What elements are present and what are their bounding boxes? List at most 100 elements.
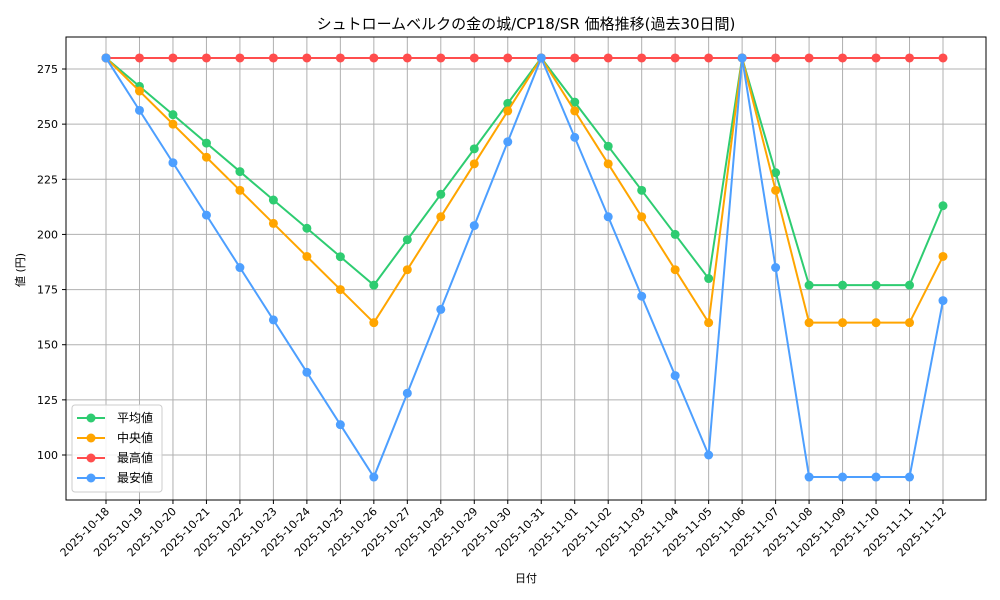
legend-item: 最安値	[77, 470, 153, 485]
y-axis-ticks: 100 125 150 175 200 225 250 275	[37, 63, 66, 462]
legend-item: 最高値	[77, 450, 153, 465]
y-tick-label: 200	[37, 228, 58, 241]
data-point-marker	[771, 263, 781, 273]
data-point-marker	[804, 280, 814, 290]
data-point-marker	[235, 185, 245, 195]
series-最安値	[101, 53, 948, 482]
data-point-marker	[838, 318, 848, 328]
data-point-marker	[436, 304, 446, 314]
data-point-marker	[938, 53, 948, 63]
data-point-marker	[134, 53, 144, 63]
data-point-marker	[871, 53, 881, 63]
data-point-marker	[369, 53, 379, 63]
y-tick-label: 225	[37, 173, 58, 186]
legend-swatch-marker	[86, 473, 96, 483]
y-tick-label: 125	[37, 394, 58, 407]
data-point-marker	[235, 53, 245, 63]
data-point-marker	[402, 265, 412, 275]
data-point-marker	[603, 159, 613, 169]
data-point-marker	[804, 318, 814, 328]
data-point-marker	[335, 285, 345, 295]
data-point-marker	[637, 53, 647, 63]
data-point-marker	[168, 110, 178, 120]
chart-title: シュトロームベルクの金の城/CP18/SR 価格推移(過去30日間)	[317, 15, 736, 33]
data-point-marker	[804, 53, 814, 63]
data-point-marker	[201, 152, 211, 162]
data-point-marker	[871, 318, 881, 328]
data-point-marker	[704, 450, 714, 460]
y-tick-label: 275	[37, 63, 58, 76]
legend-item: 平均値	[77, 410, 153, 425]
data-point-marker	[369, 318, 379, 328]
data-point-marker	[637, 185, 647, 195]
data-point-marker	[201, 53, 211, 63]
data-point-marker	[637, 212, 647, 222]
data-point-marker	[268, 53, 278, 63]
legend-swatch-marker	[86, 433, 96, 443]
data-point-marker	[603, 212, 613, 222]
data-point-marker	[302, 223, 312, 233]
data-point-marker	[905, 318, 915, 328]
data-point-marker	[704, 53, 714, 63]
data-point-marker	[670, 265, 680, 275]
data-point-marker	[838, 280, 848, 290]
data-point-marker	[704, 318, 714, 328]
data-point-marker	[335, 53, 345, 63]
data-point-marker	[168, 119, 178, 129]
data-point-marker	[838, 53, 848, 63]
y-tick-label: 250	[37, 118, 58, 131]
data-point-marker	[436, 212, 446, 222]
legend-label: 中央値	[117, 430, 153, 445]
series-layer	[101, 53, 948, 482]
data-point-marker	[771, 53, 781, 63]
legend-label: 平均値	[117, 410, 153, 425]
data-point-marker	[771, 185, 781, 195]
data-point-marker	[268, 218, 278, 228]
data-point-marker	[771, 168, 781, 178]
data-point-marker	[436, 189, 446, 199]
data-point-marker	[670, 229, 680, 239]
data-point-marker	[235, 263, 245, 273]
data-point-marker	[905, 280, 915, 290]
y-tick-label: 150	[37, 339, 58, 352]
data-point-marker	[402, 388, 412, 398]
data-point-marker	[536, 53, 546, 63]
legend-label: 最安値	[117, 470, 153, 485]
data-point-marker	[637, 291, 647, 301]
data-point-marker	[302, 53, 312, 63]
data-point-marker	[134, 105, 144, 115]
plot-frame	[65, 36, 987, 501]
legend-label: 最高値	[117, 450, 153, 465]
y-tick-label: 100	[37, 449, 58, 462]
data-point-marker	[570, 53, 580, 63]
data-point-marker	[570, 106, 580, 116]
legend-item: 中央値	[77, 430, 153, 445]
y-axis-label: 値 (円)	[14, 253, 27, 287]
data-point-marker	[302, 367, 312, 377]
data-point-marker	[871, 472, 881, 482]
data-point-marker	[335, 420, 345, 430]
data-point-marker	[235, 167, 245, 177]
data-point-marker	[804, 472, 814, 482]
data-point-marker	[670, 53, 680, 63]
data-point-marker	[503, 137, 513, 147]
legend-swatch-marker	[86, 453, 96, 463]
data-point-marker	[134, 86, 144, 96]
data-point-marker	[704, 274, 714, 284]
data-point-marker	[201, 138, 211, 148]
data-point-marker	[436, 53, 446, 63]
legend-box	[71, 404, 163, 493]
data-point-marker	[905, 472, 915, 482]
data-point-marker	[503, 106, 513, 116]
data-point-marker	[268, 195, 278, 205]
series-line	[105, 56, 944, 287]
data-point-marker	[938, 201, 948, 211]
data-point-marker	[469, 53, 479, 63]
data-point-marker	[570, 97, 580, 107]
data-point-marker	[168, 158, 178, 168]
data-point-marker	[938, 296, 948, 306]
data-point-marker	[402, 235, 412, 245]
